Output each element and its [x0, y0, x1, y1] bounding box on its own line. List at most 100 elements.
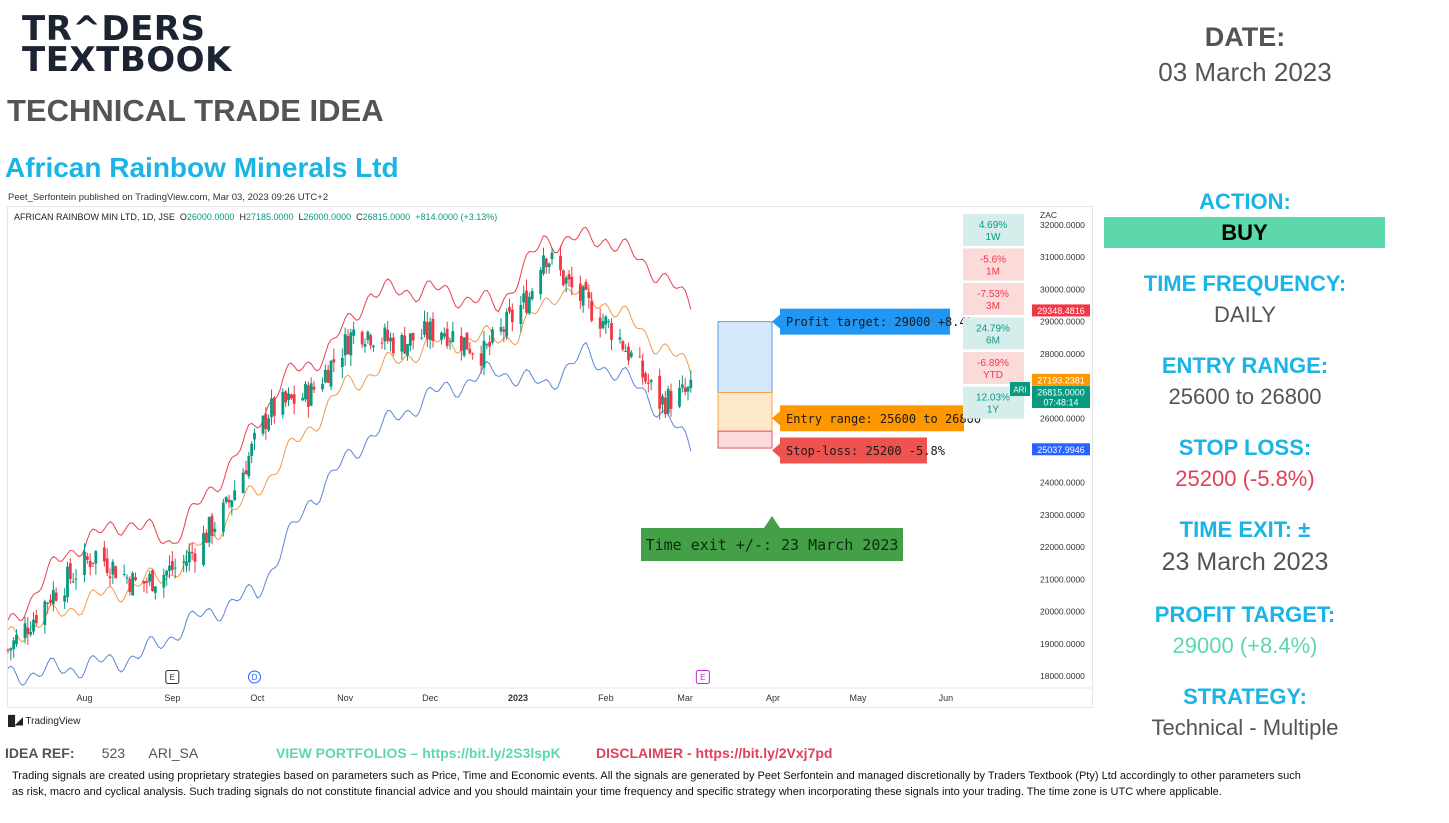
- candle-body: [601, 321, 605, 329]
- candle-body: [542, 255, 545, 274]
- candle-body: [343, 334, 347, 356]
- entry-label: ENTRY RANGE:: [1161, 353, 1329, 378]
- candle-body: [323, 369, 327, 383]
- candle-body: [442, 333, 446, 337]
- candle-body: [567, 274, 571, 280]
- candle-body: [321, 383, 324, 390]
- candle-body: [445, 328, 449, 346]
- symbol-tag-label: ARI: [1013, 386, 1026, 395]
- candle-body: [213, 528, 217, 532]
- candle-body: [499, 327, 503, 332]
- candle-body: [428, 321, 432, 341]
- candle-body: [462, 337, 466, 356]
- date-value: 03 March 2023: [1158, 57, 1332, 87]
- candle-body: [666, 388, 670, 414]
- candle-body: [451, 331, 455, 342]
- strategy-value: Technical - Multiple: [1151, 715, 1339, 740]
- stop-callout-box: [780, 437, 927, 464]
- candle-body: [207, 517, 211, 543]
- x-tick-label: May: [849, 693, 867, 703]
- candle-body: [105, 558, 109, 574]
- candle-body: [202, 533, 205, 565]
- candle-body: [6, 649, 10, 651]
- strategy-label: STRATEGY:: [1183, 684, 1307, 709]
- candle-body: [151, 570, 154, 592]
- candle-body: [340, 357, 344, 368]
- candle-body: [170, 561, 174, 571]
- candle-body: [284, 391, 288, 403]
- candle-body: [54, 592, 58, 601]
- candle-body: [134, 577, 137, 581]
- dividend-event-icon: [248, 670, 261, 684]
- idea-ref: IDEA REF: 523 ARI_SA: [5, 745, 198, 761]
- candle-body: [561, 270, 565, 286]
- candle-body: [621, 341, 625, 350]
- y-tick-label: 22000.0000: [1040, 542, 1085, 552]
- portfolio-link[interactable]: VIEW PORTFOLIOS – https://bit.ly/2S3lspK: [276, 745, 561, 761]
- high-value: 27185.0000: [245, 212, 294, 222]
- candle-body: [85, 556, 89, 560]
- event-label: E: [700, 673, 705, 682]
- candle-body: [74, 578, 78, 580]
- candle-body: [530, 290, 534, 300]
- price-tag-label: 27193.2381: [1037, 375, 1085, 385]
- candle-body: [9, 648, 13, 651]
- candle-body: [431, 318, 435, 341]
- candle-body: [479, 353, 483, 366]
- x-tick-label: Dec: [422, 693, 439, 703]
- lower-band-line: [7, 341, 692, 686]
- candle-body: [221, 502, 225, 532]
- performance-cell: [963, 352, 1024, 384]
- performance-period: 1W: [986, 232, 1002, 243]
- candle-body: [230, 500, 234, 508]
- candle-body: [190, 552, 194, 554]
- x-tick-label: Oct: [250, 693, 265, 703]
- candle-body: [663, 397, 667, 415]
- candle-body: [485, 344, 489, 346]
- candle-body: [122, 573, 126, 576]
- symbol-label: AFRICAN RAINBOW MIN LTD, 1D, JSE: [14, 212, 175, 222]
- candle-body: [29, 632, 33, 635]
- middle-band-line: [7, 284, 692, 643]
- candle-body: [411, 332, 415, 341]
- candle-body: [173, 567, 177, 569]
- candle-body: [270, 398, 273, 418]
- candle-body: [227, 499, 231, 503]
- candle-body: [649, 380, 653, 382]
- disclaimer-link[interactable]: DISCLAIMER - https://bit.ly/2Vxj7pd: [596, 745, 833, 761]
- candle-body: [12, 640, 16, 650]
- candle-body: [182, 561, 186, 563]
- candle-body: [261, 415, 265, 434]
- candle-body: [389, 337, 392, 342]
- candle-body: [66, 566, 69, 598]
- price-tag-label: 29348.4816: [1037, 306, 1085, 316]
- candle-body: [88, 560, 92, 568]
- idea-ref-label: IDEA REF:: [5, 745, 75, 761]
- time-exit-box: [641, 528, 903, 561]
- price-tag-label: 26815.0000: [1037, 388, 1085, 398]
- candle-body: [210, 515, 214, 536]
- price-tag: [1032, 386, 1090, 409]
- candle-body: [680, 384, 684, 388]
- price-tag: [1032, 443, 1090, 456]
- candle-body: [329, 360, 333, 387]
- performance-cell: [963, 214, 1024, 246]
- candle-body: [610, 322, 613, 340]
- candle-body: [400, 334, 404, 352]
- candle-body: [590, 300, 594, 321]
- y-tick-label: 18000.0000: [1040, 671, 1085, 681]
- candle-body: [83, 551, 86, 576]
- chart-frame[interactable]: [7, 206, 1093, 708]
- x-tick-label: Apr: [766, 693, 780, 703]
- candle-body: [465, 332, 469, 350]
- candle-body: [125, 577, 129, 579]
- published-note: Peet_Serfontein published on TradingView…: [8, 192, 329, 203]
- time-exit-pointer: [764, 516, 780, 528]
- y-tick-label: 29000.0000: [1040, 317, 1085, 327]
- candle-body: [352, 329, 356, 336]
- y-tick-label: 32000.0000: [1040, 220, 1085, 230]
- candle-body: [559, 255, 562, 271]
- action-badge: BUY: [1104, 217, 1385, 248]
- price-tag-countdown: 07:48:14: [1043, 398, 1078, 408]
